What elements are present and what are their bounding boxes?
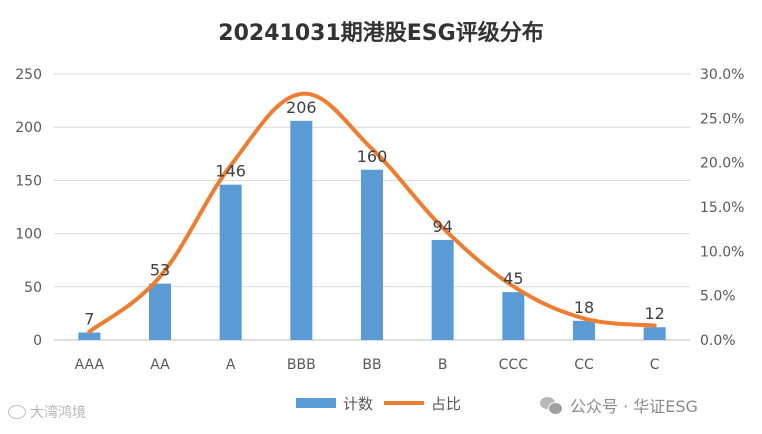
watermark-right: 公众号 · 华证ESG — [540, 393, 698, 417]
bar-data-label: 53 — [150, 261, 170, 280]
bar — [361, 169, 383, 340]
weibo-icon — [8, 405, 26, 419]
legend: 计数 占比 — [296, 395, 461, 413]
left-tick-label: 100 — [15, 227, 42, 243]
wechat-icon — [540, 396, 563, 415]
legend-label-ratio: 占比 — [431, 395, 461, 413]
bar — [290, 120, 313, 340]
x-tick-label: CC — [574, 357, 594, 373]
right-tick-label: 0.0% — [700, 333, 736, 349]
bar — [502, 292, 525, 340]
right-axis-ticks: 0.0% 5.0% 10.0% 15.0% 20.0% 25.0% 30.0% — [700, 67, 744, 349]
left-tick-label: 0 — [33, 333, 42, 349]
legend-swatch-count — [296, 398, 336, 408]
right-tick-label: 30.0% — [700, 67, 744, 83]
left-axis-ticks: 0 50 100 150 200 250 — [15, 67, 42, 349]
x-axis-ticks: AAA AA A BBB BB B CCC CC C — [75, 357, 660, 373]
bar-data-label: 94 — [432, 217, 452, 236]
left-tick-label: 50 — [24, 280, 42, 296]
bar-data-label: 7 — [84, 310, 94, 329]
bar — [431, 239, 454, 340]
right-tick-label: 10.0% — [700, 244, 744, 260]
x-tick-label: C — [650, 357, 660, 373]
bar — [573, 320, 595, 340]
right-tick-label: 20.0% — [700, 156, 744, 172]
bar-data-labels: 7 53 146 206 160 94 45 18 12 — [84, 98, 665, 329]
left-tick-label: 200 — [15, 120, 42, 136]
bar-series — [78, 120, 666, 340]
bar-data-label: 12 — [644, 304, 664, 323]
bar-data-label: 45 — [503, 269, 523, 288]
left-tick-label: 250 — [15, 67, 42, 83]
bar-data-label: 160 — [357, 147, 388, 166]
bar — [78, 332, 101, 340]
bar-data-label: 18 — [574, 298, 594, 317]
line-series — [87, 91, 657, 334]
x-tick-label: AA — [150, 357, 170, 373]
x-tick-label: A — [226, 357, 236, 373]
bar — [643, 327, 666, 340]
x-tick-label: BB — [362, 357, 381, 373]
bar — [149, 283, 171, 340]
legend-label-count: 计数 — [343, 395, 373, 413]
bar-data-label: 146 — [215, 162, 246, 181]
x-tick-label: CCC — [499, 357, 529, 373]
right-tick-label: 5.0% — [700, 289, 736, 305]
right-tick-label: 25.0% — [700, 111, 744, 127]
right-tick-label: 15.0% — [700, 200, 744, 216]
watermark-right-text: 公众号 · 华证ESG — [570, 397, 698, 416]
bar-data-label: 206 — [286, 98, 317, 117]
x-tick-label: AAA — [75, 357, 105, 373]
left-tick-label: 150 — [15, 173, 42, 189]
chart-title: 20241031期港股ESG评级分布 — [218, 20, 543, 46]
x-tick-label: B — [438, 357, 448, 373]
bar — [219, 184, 242, 340]
watermark-left-text: 大湾鸿境 — [30, 405, 86, 421]
watermark-left: 大湾鸿境 — [8, 402, 86, 422]
ratio-line — [87, 91, 657, 334]
x-tick-label: BBB — [287, 357, 316, 373]
